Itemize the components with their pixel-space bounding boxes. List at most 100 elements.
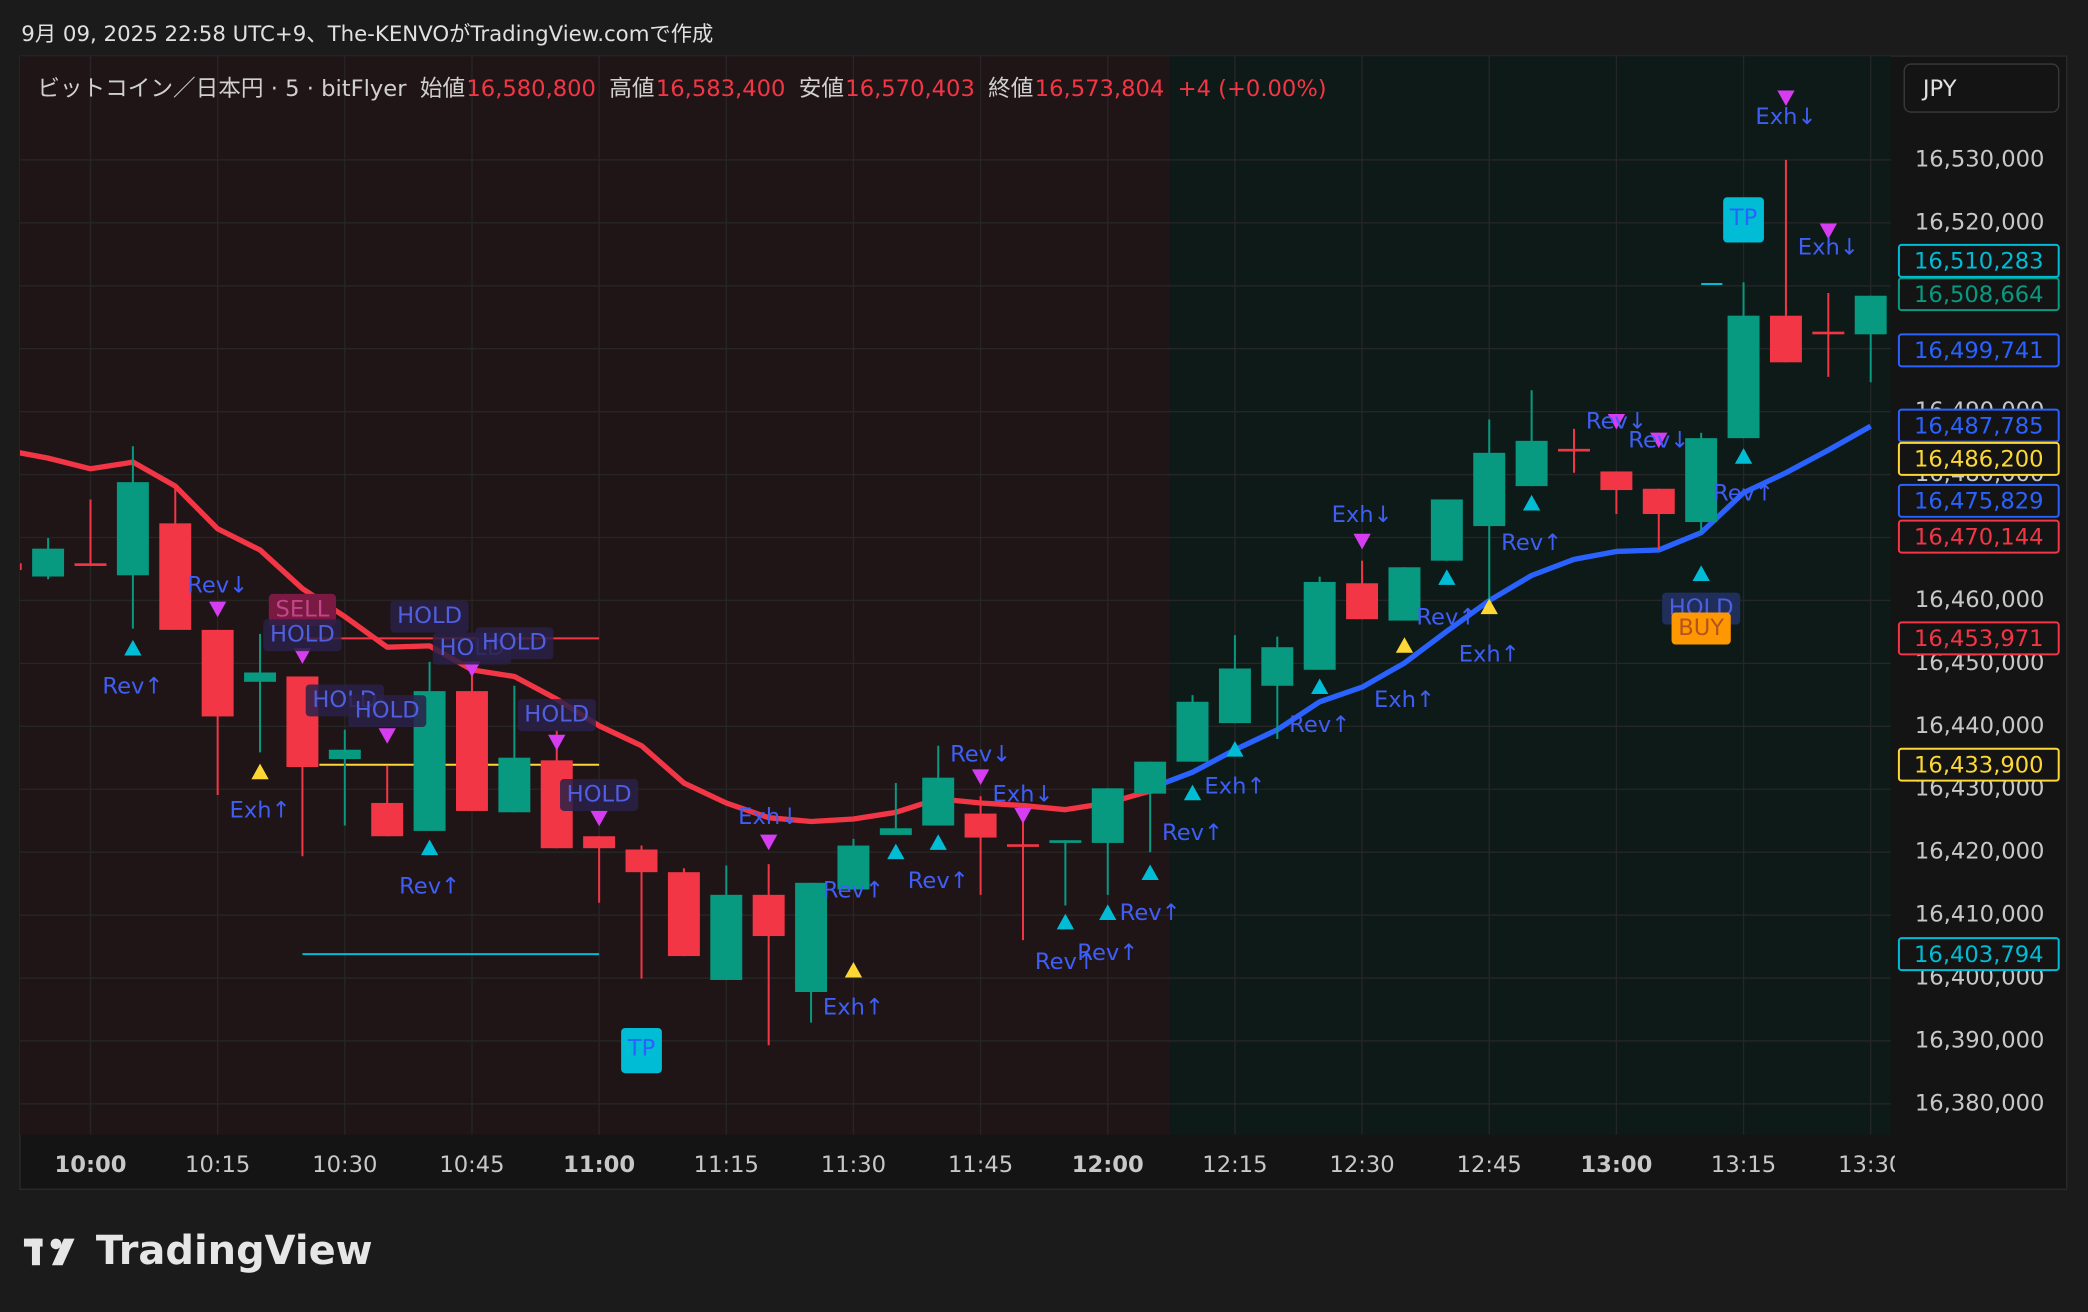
annotation: HOLD bbox=[397, 603, 462, 629]
annotation: BUY bbox=[1678, 615, 1724, 641]
candle-body bbox=[1558, 448, 1590, 452]
x-tick-label: 12:15 bbox=[1202, 1152, 1267, 1178]
y-tick-label: 16,410,000 bbox=[1915, 902, 2045, 928]
annotation: TP bbox=[1729, 205, 1757, 231]
y-tick-label: 16,440,000 bbox=[1915, 713, 2045, 739]
signal-marker bbox=[1734, 448, 1753, 464]
annotation: Exh↑ bbox=[1204, 773, 1265, 799]
time-axis: 10:00 10:15 10:30 10:45 11:00 11:15 11:30 11:45… bbox=[54, 1152, 1894, 1178]
x-tick-label: 13:00 bbox=[1580, 1152, 1652, 1178]
candle-body bbox=[1218, 668, 1251, 724]
signal-marker bbox=[1014, 807, 1032, 824]
annotation: Exh↓ bbox=[738, 804, 799, 830]
x-tick-label: 13:15 bbox=[1711, 1152, 1776, 1178]
annotation: Exh↑ bbox=[1459, 642, 1520, 668]
ohlc-value: 16,573,804 bbox=[1035, 76, 1165, 102]
x-tick-label: 10:00 bbox=[54, 1152, 126, 1178]
candle-body bbox=[328, 749, 361, 760]
ohlc-label: 始値 bbox=[420, 76, 465, 102]
annotation-box bbox=[621, 1027, 662, 1074]
annotation: Exh↓ bbox=[1332, 502, 1393, 528]
candle-body bbox=[1854, 295, 1887, 335]
annotation: HOLD bbox=[482, 630, 547, 656]
annotation: HOLD bbox=[270, 622, 335, 648]
candle-body bbox=[201, 629, 234, 717]
y-tick-label: 16,460,000 bbox=[1915, 587, 2045, 613]
signal-marker bbox=[463, 661, 481, 678]
candle-body bbox=[1388, 567, 1421, 621]
change: +4 (+0.00%) bbox=[1178, 76, 1327, 102]
signal-marker bbox=[1311, 678, 1329, 695]
currency-button[interactable] bbox=[1903, 63, 2060, 113]
annotation: Rev↑ bbox=[1501, 530, 1562, 556]
x-tick-label: 11:30 bbox=[821, 1152, 886, 1178]
annotation: Rev↑ bbox=[399, 873, 460, 899]
candle-body bbox=[1727, 315, 1760, 439]
y-tick-label: 16,420,000 bbox=[1915, 839, 2045, 865]
signal-marker bbox=[548, 734, 566, 751]
candle-body bbox=[1473, 452, 1506, 527]
annotation: Rev↑ bbox=[1289, 712, 1350, 738]
x-tick-label: 11:15 bbox=[694, 1152, 759, 1178]
annotation: HOLD bbox=[524, 702, 589, 728]
x-tick-label: 10:30 bbox=[312, 1152, 377, 1178]
y-tick-label: 16,380,000 bbox=[1915, 1090, 2045, 1116]
signal-marker bbox=[1819, 223, 1837, 240]
candle-body bbox=[922, 777, 955, 826]
candle-body bbox=[1685, 438, 1718, 523]
signal-marker bbox=[1099, 904, 1117, 920]
candle-body bbox=[667, 872, 700, 957]
annotation-box bbox=[1671, 612, 1731, 645]
signal-marker bbox=[378, 728, 396, 744]
candle-body bbox=[455, 691, 488, 811]
annotation: Exh↓ bbox=[1798, 234, 1859, 260]
candle-body bbox=[1134, 761, 1167, 794]
annotation: Rev↑ bbox=[1035, 949, 1096, 975]
annotation: Rev↓ bbox=[1586, 409, 1647, 435]
candle-body bbox=[1176, 701, 1209, 762]
candle-body bbox=[74, 563, 107, 566]
signal-marker bbox=[1056, 913, 1075, 930]
signal-marker bbox=[1183, 784, 1202, 801]
candle-body bbox=[752, 894, 785, 937]
signal-marker bbox=[420, 839, 439, 856]
price-label: 16,510,283 bbox=[1914, 249, 2044, 275]
signal-marker bbox=[1226, 741, 1244, 757]
plot: Rev↓Rev↑Exh↑SELLHOLDHOLDHOLDHOLDHOLDHOLD… bbox=[19, 56, 1891, 1135]
signal-marker bbox=[124, 639, 142, 656]
annotation: Rev↑ bbox=[1120, 900, 1181, 926]
price-label: 16,486,200 bbox=[1914, 447, 2044, 473]
price-label-box bbox=[1897, 441, 2060, 476]
annotation: Rev↑ bbox=[1416, 604, 1477, 630]
candle-body bbox=[1430, 499, 1463, 561]
candle-body bbox=[1303, 581, 1336, 670]
annotation: Exh↑ bbox=[823, 994, 884, 1020]
candle-body bbox=[1515, 440, 1548, 487]
price-label: 16,453,971 bbox=[1914, 626, 2044, 652]
price-label: 16,433,900 bbox=[1914, 753, 2044, 779]
price-label: 16,508,664 bbox=[1914, 282, 2044, 308]
candle-body bbox=[1007, 844, 1039, 847]
annotation: Rev↑ bbox=[1162, 820, 1223, 846]
annotation: Rev↓ bbox=[1628, 427, 1689, 453]
candle-body bbox=[19, 563, 22, 570]
annotation-box bbox=[1723, 197, 1764, 243]
signal-marker bbox=[929, 834, 947, 850]
candle-body bbox=[583, 836, 616, 849]
signal-marker bbox=[590, 810, 608, 827]
signal-marker bbox=[1522, 494, 1541, 511]
annotation-box bbox=[475, 627, 554, 660]
price-label-box bbox=[1897, 333, 2060, 368]
annotation-box bbox=[390, 600, 469, 633]
signal-marker bbox=[1607, 413, 1626, 430]
annotation: Exh↑ bbox=[1374, 687, 1435, 713]
signal-marker bbox=[1395, 637, 1414, 653]
price-label: 16,487,785 bbox=[1914, 413, 2044, 439]
signal-marker bbox=[1650, 432, 1668, 449]
x-tick-label: 10:45 bbox=[439, 1152, 504, 1178]
chart-title: 9月 09, 2025 22:58 UTC+9、The-KENVOがTradin… bbox=[21, 22, 713, 47]
signal-marker bbox=[1480, 598, 1498, 615]
signal-marker bbox=[1438, 569, 1456, 585]
price-label-box bbox=[1897, 408, 2060, 443]
candle-body bbox=[964, 813, 997, 838]
